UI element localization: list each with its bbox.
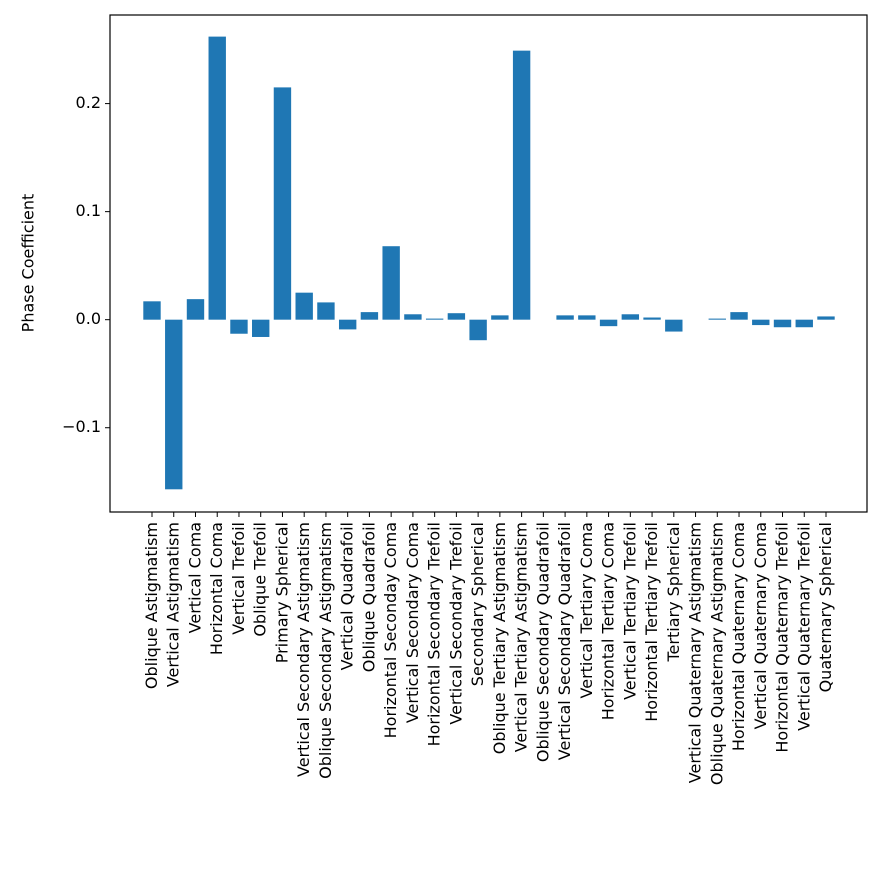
x-tick-label: Oblique Trefoil [251,522,270,637]
y-tick-label: 0.2 [76,93,101,112]
bar [752,319,770,326]
x-tick-label: Vertical Quadrafoil [338,522,357,670]
x-tick-label: Vertical Tertiary Trefoil [620,522,639,700]
x-tick-label: Vertical Secondary Quadrafoil [555,522,574,760]
x-tick-label: Vertical Tertiary Coma [577,522,596,698]
bar [599,319,618,327]
x-tick-label: Oblique Tertiary Astigmatism [490,522,509,754]
y-axis-label: Phase Coefficient [19,194,38,333]
x-tick-label: Tertiary Spherical [664,522,683,663]
x-tick-label: Vertical Trefoil [229,522,248,635]
x-tick-label: Vertical Secondary Trefoil [446,522,465,725]
y-tick-label: 0.0 [76,309,101,328]
bar [425,318,444,320]
x-tick-label: Vertical Secondary Coma [403,522,422,723]
x-axis: Oblique Astigmatism Vertical Astigmatism V… [142,512,835,785]
x-tick-label: Horizontal Coma [207,522,226,655]
x-tick-label: Vertical Coma [185,522,204,633]
bar [404,314,422,320]
x-tick-label: Oblique Astigmatism [142,522,161,689]
x-tick-label: Primary Spherical [272,522,291,663]
bar [773,319,792,328]
bar [295,292,313,320]
y-tick-label: 0.1 [76,201,101,220]
x-tick-label: Horizontal Quaternary Coma [729,522,748,751]
x-tick-label: Oblique Secondary Quadrafoil [533,522,552,762]
x-tick-label: Horizontal Seconday Coma [381,522,400,738]
bar [491,315,509,320]
bar [273,87,292,320]
x-tick-label: Horizontal Tertiary Trefoil [642,522,661,722]
bar [208,36,226,320]
x-tick-label: Vertical Secondary Astigmatism [294,522,313,777]
bar [578,315,596,320]
bar [469,319,487,341]
bar [795,319,813,328]
bar [165,319,183,490]
x-tick-label: Oblique Quaternary Astigmatism [707,522,726,785]
bar [730,312,748,320]
bar [447,313,466,320]
bar [186,299,205,320]
bar [512,50,531,320]
x-tick-label: Vertical Quaternary Trefoil [794,522,813,731]
bar [382,246,400,320]
bar [143,301,161,320]
plot-frame [109,14,868,513]
x-tick-label: Horizontal Quaternary Trefoil [773,522,792,753]
bar [252,319,270,337]
bar [317,302,335,320]
bars-group [143,36,835,490]
bar [230,319,248,334]
y-axis: −0.1 0.0 0.1 0.2 [62,93,110,436]
bar [556,315,574,320]
x-tick-label: Horizontal Secondary Trefoil [425,522,444,746]
bar [338,319,357,330]
y-tick-label: −0.1 [62,417,101,436]
x-tick-label: Horizontal Tertiary Coma [599,522,618,720]
x-tick-label: Vertical Astigmatism [164,522,183,687]
x-tick-label: Oblique Quadrafoil [359,522,378,672]
x-tick-label: Vertical Quaternary Astigmatism [686,522,705,783]
x-tick-label: Vertical Tertiary Astigmatism [512,522,531,752]
bar [665,319,683,332]
bar [708,318,726,320]
x-tick-label: Vertical Quaternary Coma [751,522,770,729]
x-tick-label: Quaternary Spherical [816,522,835,692]
bar [817,316,835,320]
bar [621,314,640,320]
bar [360,312,379,320]
x-tick-label: Secondary Spherical [468,522,487,686]
bar [643,317,661,320]
x-tick-label: Oblique Secondary Astigmatism [316,522,335,779]
